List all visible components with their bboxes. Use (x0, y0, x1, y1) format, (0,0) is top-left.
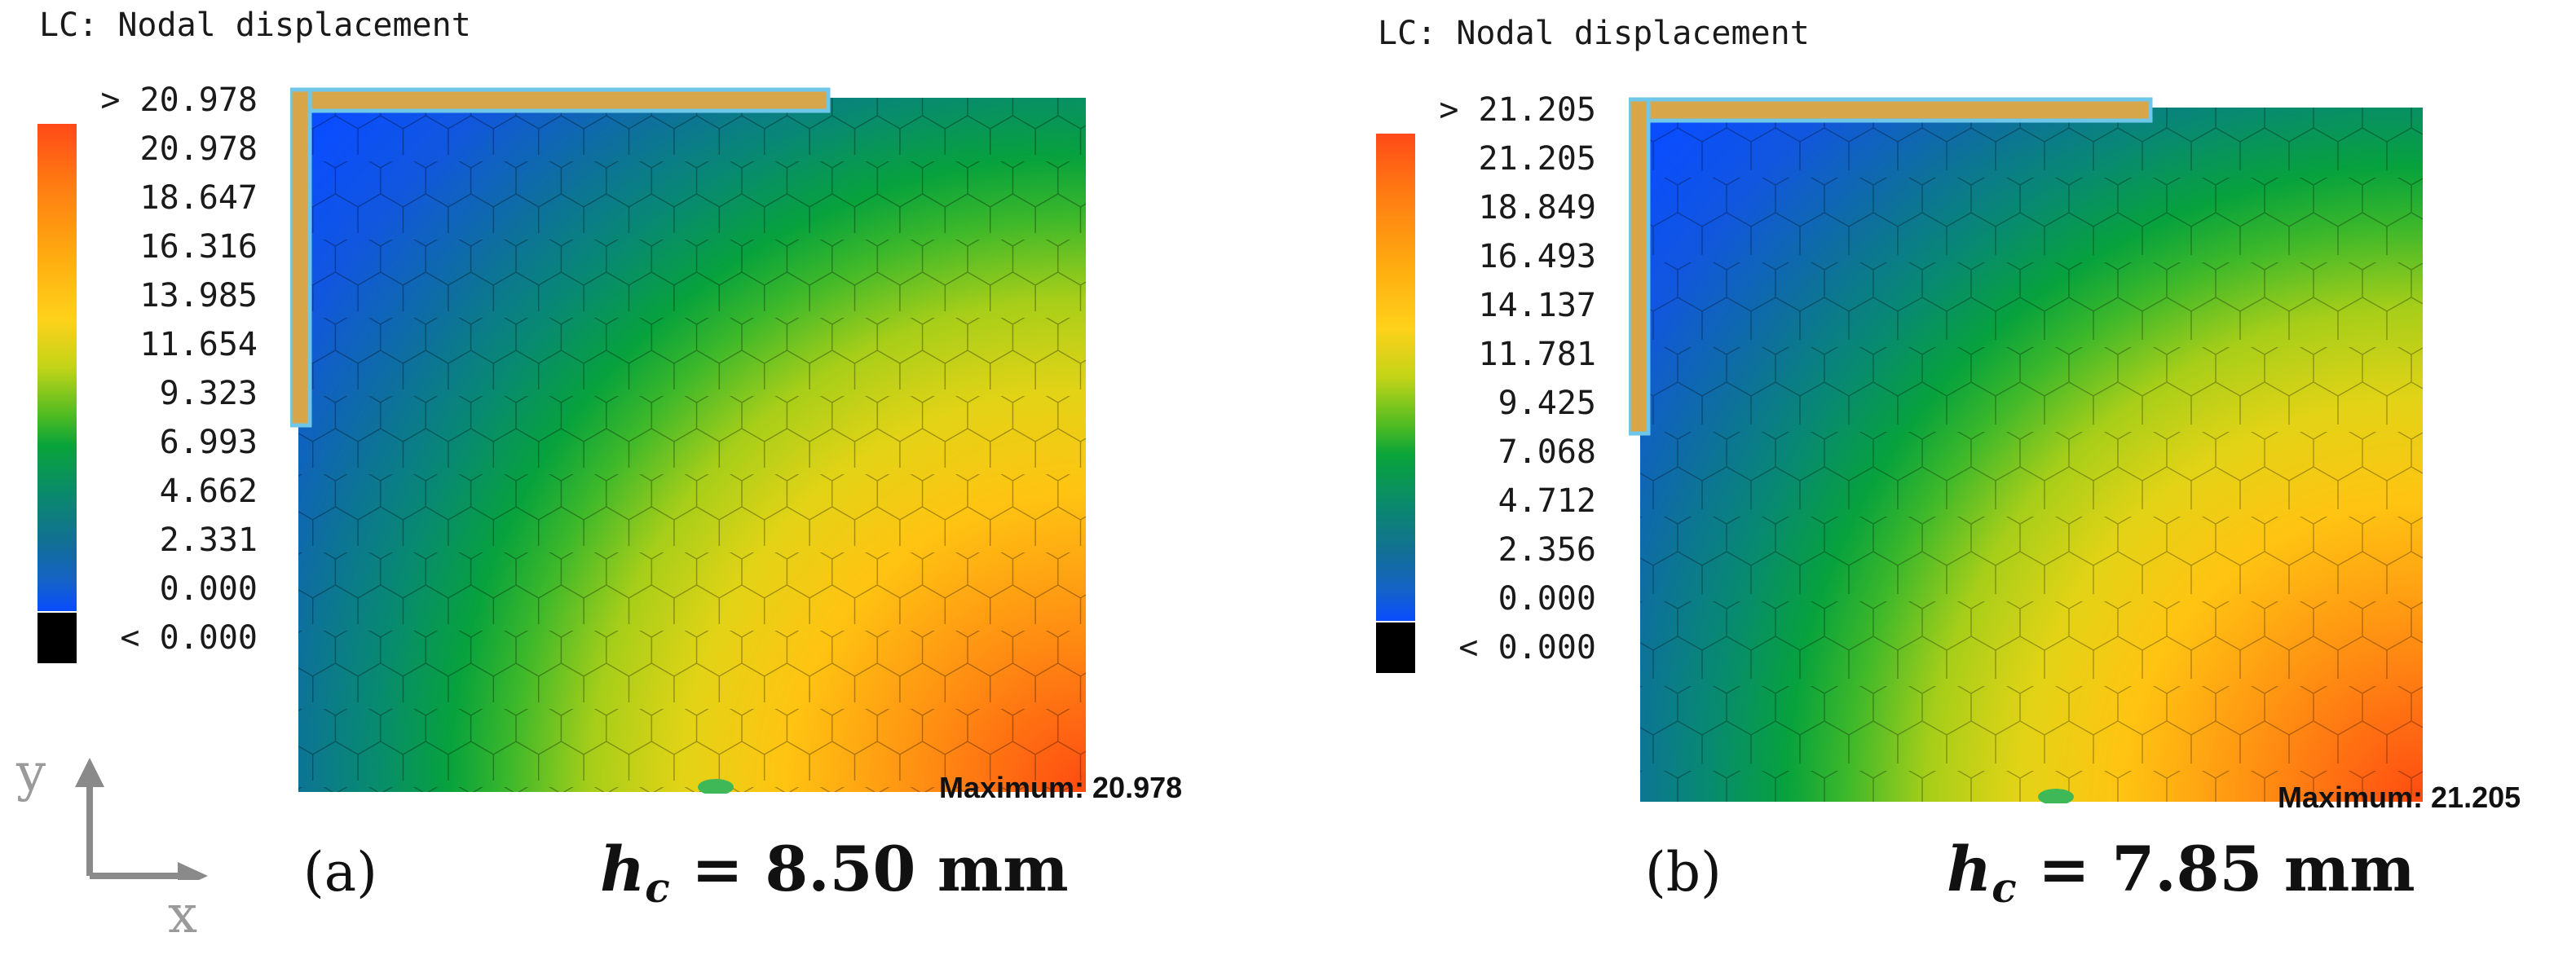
panel-b-formula-value: = 7.85 mm (2016, 833, 2415, 905)
panel-b-maximum-label: Maximum: 21.205 (2278, 781, 2521, 814)
panel-b-legend-tick: 11.781 (1478, 336, 1597, 373)
panel-a-legend-over: > 20.978 (100, 81, 258, 119)
panel-a-caption: (a) (303, 841, 377, 904)
panel-a-fe-plot (290, 87, 1086, 794)
panel-b-horizontal-connector (1629, 97, 2153, 123)
panel-a-maximum-label: Maximum: 20.978 (939, 771, 1183, 804)
panel-b-caption: (b) (1645, 841, 1722, 904)
panel-a-formula-subscript: c (645, 864, 670, 912)
panel-b-legend-tick: 2.356 (1498, 531, 1596, 569)
panel-b-colorbar-gradient (1376, 134, 1415, 621)
panel-b-legend-tick: 16.493 (1478, 238, 1597, 275)
panel-b-legend-tick: 0.000 (1498, 580, 1596, 618)
panel-a-legend-tick: 13.985 (139, 277, 258, 315)
panel-a-legend-tick: 11.654 (139, 326, 258, 363)
panel-b-vertical-connector (1629, 97, 1651, 436)
panel-a-legend-tick: 20.978 (139, 130, 258, 168)
panel-b-legend-tick: 18.849 (1478, 189, 1597, 227)
panel-b-formula: hc = 7.85 mm (1947, 833, 2415, 912)
panel-a-colorbar (37, 124, 77, 613)
x-axis-arrow-icon (178, 862, 208, 880)
panel-b-colorbar (1376, 134, 1415, 622)
panel-a-colorbar-gradient (37, 124, 77, 611)
panel-b-legend-tick: 4.712 (1498, 482, 1596, 520)
panel-a-legend-tick: 4.662 (159, 473, 258, 510)
panel-a-legend-tick: 0.000 (159, 570, 258, 608)
panel-a-colorbar-under (37, 613, 77, 663)
panel-a-legend-tick: 18.647 (139, 179, 258, 217)
panel-a-legend-tick: 9.323 (159, 375, 258, 412)
panel-a-legend-under: < 0.000 (120, 619, 258, 657)
y-axis-arrow-icon (75, 758, 104, 787)
panel-a-vertical-connector (290, 87, 312, 428)
panel-a-legend-tick: 6.993 (159, 424, 258, 461)
panel-b-title: LC: Nodal displacement (1378, 15, 1810, 52)
panel-b-legend-tick: 21.205 (1478, 140, 1597, 178)
panel-a-support-marker (698, 779, 734, 794)
panel-a-mesh (298, 98, 1086, 792)
panel-a-legend-tick: 16.316 (139, 228, 258, 266)
panel-a-formula: hc = 8.50 mm (600, 833, 1069, 912)
panel-b-legend-tick: 9.425 (1498, 385, 1596, 422)
panel-b-fe-plot (1629, 97, 2423, 803)
panel-b-legend-tick: 7.068 (1498, 433, 1596, 471)
panel-a-title: LC: Nodal displacement (39, 7, 471, 44)
y-axis-label: y (16, 743, 46, 803)
panel-a-legend-tick: 2.331 (159, 521, 258, 559)
panel-b-colorbar-under (1376, 622, 1415, 673)
panel-b-legend-over: > 21.205 (1439, 91, 1596, 129)
panel-a-horizontal-connector (290, 87, 831, 113)
panel-b-mesh (1640, 108, 2423, 802)
panel-b-legend-under: < 0.000 (1458, 629, 1596, 666)
x-axis-label: x (168, 885, 198, 945)
panel-b-support-marker (2038, 789, 2074, 803)
panel-a-formula-value: = 8.50 mm (669, 833, 1069, 905)
panel-b-formula-subscript: c (1992, 864, 2017, 912)
panel-b-formula-symbol: h (1947, 833, 1992, 905)
panel-b-legend-tick: 14.137 (1478, 287, 1597, 324)
axes-indicator (75, 758, 208, 880)
panel-a-formula-symbol: h (600, 833, 646, 905)
